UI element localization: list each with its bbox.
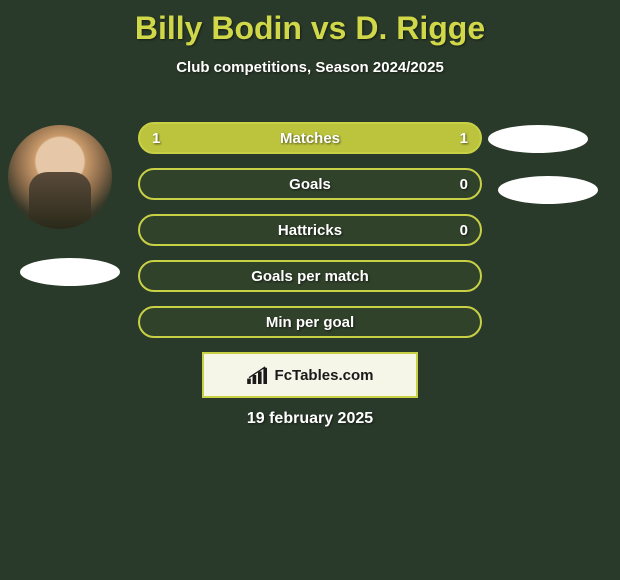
stat-bar-hattricks: Hattricks 0	[138, 214, 482, 246]
page-subtitle: Club competitions, Season 2024/2025	[0, 59, 620, 76]
stat-value-left: 1	[152, 130, 160, 147]
footer-brand-box[interactable]: FcTables.com	[202, 352, 418, 398]
stat-value-right: 0	[460, 176, 468, 193]
player-left-name-placeholder	[20, 258, 120, 286]
stat-value-right: 1	[460, 130, 468, 147]
stat-bar-goals: Goals 0	[138, 168, 482, 200]
footer-brand-text: FcTables.com	[275, 367, 374, 384]
stat-label: Matches	[280, 130, 340, 147]
page-title: Billy Bodin vs D. Rigge	[0, 0, 620, 47]
chart-icon	[247, 366, 269, 384]
stat-label: Goals per match	[251, 268, 369, 285]
stat-label: Goals	[289, 176, 331, 193]
stats-bars: 1 Matches 1 Goals 0 Hattricks 0 Goals pe…	[138, 122, 482, 352]
stat-bar-min-per-goal: Min per goal	[138, 306, 482, 338]
stat-bar-matches: 1 Matches 1	[138, 122, 482, 154]
stat-bar-goals-per-match: Goals per match	[138, 260, 482, 292]
stat-label: Min per goal	[266, 314, 354, 331]
page-date: 19 february 2025	[0, 410, 620, 428]
stat-label: Hattricks	[278, 222, 342, 239]
player-left-photo	[8, 125, 112, 229]
player-right-photo-placeholder	[488, 125, 588, 153]
stat-value-right: 0	[460, 222, 468, 239]
player-right-name-placeholder	[498, 176, 598, 204]
